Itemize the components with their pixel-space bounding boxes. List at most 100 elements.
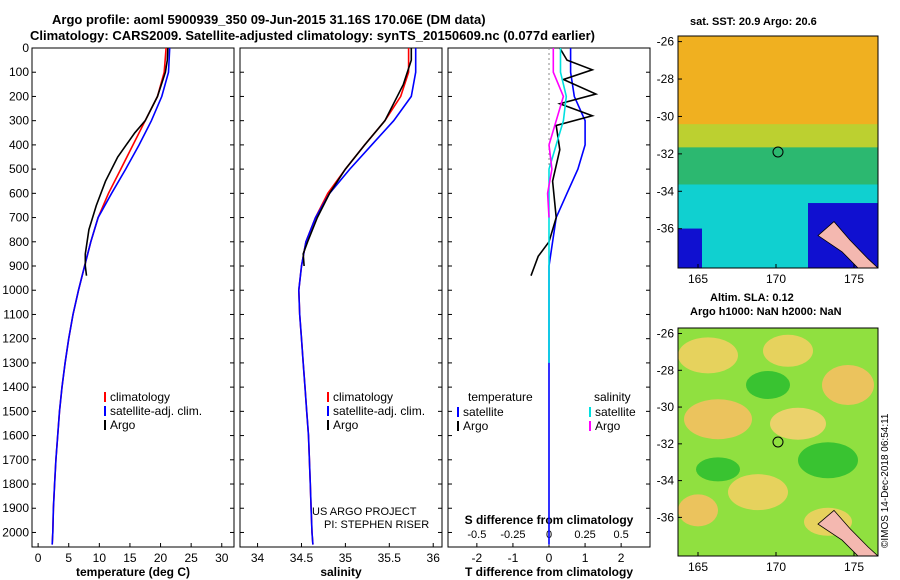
- depth-tick-label: 900: [9, 259, 29, 273]
- legend-label: Argo: [110, 418, 136, 432]
- depth-tick-label: 1000: [2, 283, 29, 297]
- x-tick-label: 10: [93, 551, 107, 565]
- chart-panel-2: 34 34.5 35 35.5 36 salinity climatologysatelli…: [239, 47, 443, 579]
- page-title: Argo profile: aoml 5900939_350 09-Jun-20…: [52, 12, 486, 27]
- series-line-argo: [302, 48, 413, 267]
- x-tick-label: 34: [251, 551, 265, 565]
- pi-credit: PI: STEPHEN RISER: [324, 519, 430, 531]
- sla-anomaly-blob: [684, 399, 752, 440]
- depth-tick-label: 2000: [2, 525, 29, 539]
- lat-tick-label: -32: [657, 147, 675, 161]
- legend-label: climatology: [110, 390, 170, 404]
- depth-tick-label: 1300: [2, 356, 29, 370]
- lon-tick-label: 175: [844, 560, 864, 574]
- series-line-argo: [84, 47, 169, 276]
- sst-cold-patch: [678, 228, 702, 268]
- x-tick-label: 36: [427, 551, 441, 565]
- lat-tick-label: -26: [657, 35, 675, 49]
- lon-tick-label: 170: [766, 272, 786, 286]
- x-tick-label: 34.5: [290, 551, 314, 565]
- depth-tick-label: 0: [22, 41, 29, 55]
- lat-tick-label: -34: [657, 474, 675, 488]
- lat-tick-label: -26: [657, 327, 675, 341]
- map-frame: [677, 327, 879, 557]
- series-line-satellite-adj-clim: [297, 48, 417, 545]
- new-zealand-land: [817, 221, 878, 268]
- legend-label: satellite-adj. clim.: [333, 404, 425, 418]
- depth-tick-label: 1900: [2, 501, 29, 515]
- x-tick-label: 0: [546, 551, 553, 565]
- top-x-tick-label: -0.5: [467, 529, 486, 541]
- depth-tick-label: 1100: [3, 307, 29, 321]
- x-tick-label: 1: [582, 551, 589, 565]
- x-axis-label: salinity: [320, 565, 362, 579]
- depth-tick-label: 1500: [2, 404, 29, 418]
- x-tick-label: -1: [508, 551, 519, 565]
- sla-anomaly-blob: [822, 365, 874, 405]
- x-tick-label: 20: [154, 551, 168, 565]
- x-tick-label: 0: [35, 551, 42, 565]
- lon-tick-label: 170: [766, 560, 786, 574]
- lat-tick-label: -28: [657, 363, 675, 377]
- depth-tick-label: 1400: [2, 380, 29, 394]
- lat-tick-label: -30: [657, 400, 675, 414]
- x-tick-label: 15: [123, 551, 137, 565]
- depth-tick-label: 1800: [2, 477, 29, 491]
- depth-tick-label: 800: [9, 235, 29, 249]
- x-tick-label: 30: [215, 551, 229, 565]
- legend-label: satellite: [463, 405, 504, 419]
- top-x-tick-label: 0.25: [574, 529, 595, 541]
- lat-tick-label: -34: [657, 184, 675, 198]
- chart-panel-3: -2 -1 0 1 2T difference from climatology -0.5…: [447, 47, 651, 579]
- sla-map-title: Altim. SLA: 0.12: [710, 292, 794, 304]
- imos-credit: ©IMOS 14-Dec-2018 06:54:11: [880, 413, 891, 548]
- depth-tick-label: 300: [9, 114, 29, 128]
- sst-map: -26 -28 -30 -32 -34 -36 165 170 175: [657, 35, 879, 286]
- depth-tick-label: 500: [9, 162, 29, 176]
- x-tick-label: 35: [339, 551, 353, 565]
- map-frame: [677, 35, 879, 269]
- sla-map-subtitle: Argo h1000: NaN h2000: NaN: [690, 306, 842, 318]
- float-location-marker: [772, 436, 784, 448]
- x-tick-label: 35.5: [378, 551, 402, 565]
- depth-tick-label: 600: [9, 186, 29, 200]
- sst-green-band: [678, 147, 878, 187]
- series-line-satellite-adj-clim: [51, 47, 171, 545]
- legend-label: Argo: [595, 419, 621, 433]
- lon-tick-label: 165: [688, 272, 708, 286]
- legend-label: Argo: [463, 419, 489, 433]
- project-credit: US ARGO PROJECT: [312, 506, 417, 518]
- depth-tick-label: 200: [9, 89, 29, 103]
- x-tick-label: 25: [184, 551, 198, 565]
- lon-tick-label: 165: [688, 560, 708, 574]
- chart-panel-1: 0100200300400500600700800900100011001200…: [2, 41, 235, 579]
- x-axis-label: temperature (deg C): [76, 565, 190, 579]
- sla-anomaly-blob: [678, 494, 718, 527]
- legend-label: climatology: [333, 390, 393, 404]
- depth-tick-label: 1600: [2, 429, 29, 443]
- sla-anomaly-blob: [770, 407, 826, 440]
- legend-title-salinity: salinity: [594, 390, 631, 404]
- sla-anomaly-blob: [678, 337, 738, 374]
- lon-tick-label: 175: [844, 272, 864, 286]
- lat-tick-label: -32: [657, 437, 675, 451]
- legend-label: satellite-adj. clim.: [110, 404, 202, 418]
- x-tick-label: 5: [65, 551, 72, 565]
- x-tick-label: -2: [472, 551, 483, 565]
- depth-tick-label: 700: [9, 211, 29, 225]
- lat-tick-label: -36: [657, 222, 675, 236]
- legend-label: Argo: [333, 418, 359, 432]
- series-line-salinity-argo: [546, 48, 565, 218]
- depth-tick-label: 1700: [2, 453, 29, 467]
- lat-tick-label: -28: [657, 72, 675, 86]
- legend-label: satellite: [595, 405, 636, 419]
- depth-tick-label: 1200: [2, 332, 29, 346]
- legend-title-temperature: temperature: [468, 390, 533, 404]
- lat-tick-label: -36: [657, 510, 675, 524]
- new-zealand-land: [817, 509, 878, 556]
- sla-map: -26 -28 -30 -32 -34 -36 165 170 175: [657, 327, 879, 574]
- page-subtitle: Climatology: CARS2009. Satellite-adjuste…: [30, 28, 595, 43]
- float-location-marker: [772, 146, 784, 158]
- top-x-tick-label: 0.5: [613, 529, 628, 541]
